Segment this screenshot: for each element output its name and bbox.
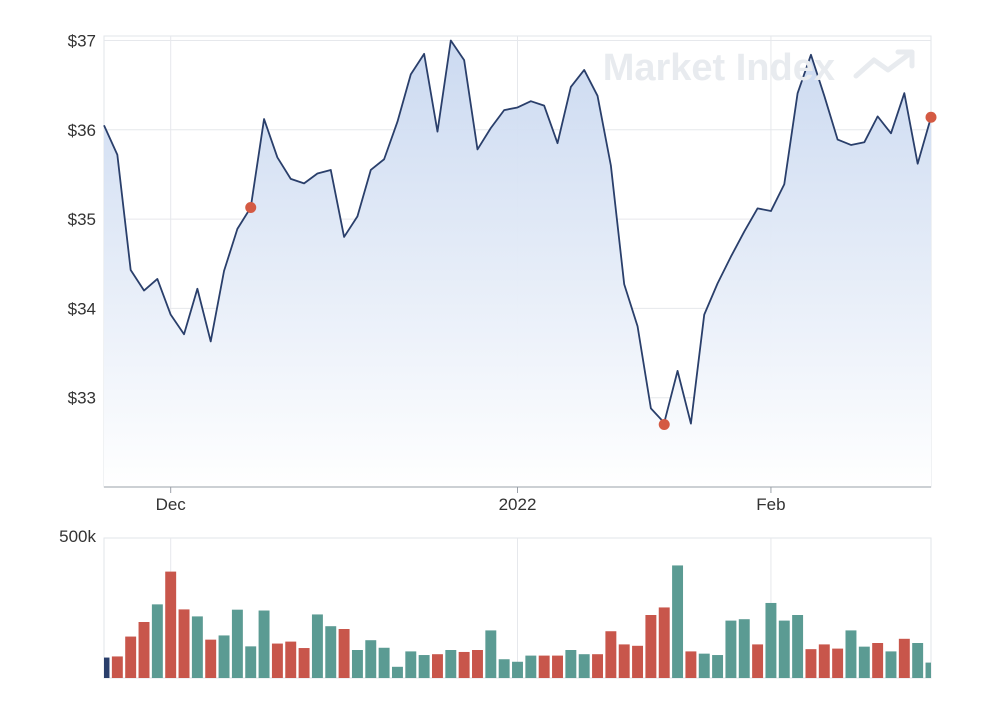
price-y-tick-label: $37 (68, 31, 96, 50)
volume-bar (338, 629, 350, 678)
volume-axes: 500k (59, 527, 96, 546)
volume-bar (512, 661, 523, 678)
volume-bar (538, 655, 550, 678)
volume-bar (632, 645, 644, 678)
volume-bar (125, 636, 137, 678)
price-marker (925, 111, 937, 123)
watermark-trend-icon (853, 49, 915, 79)
volume-bar (365, 640, 377, 678)
volume-bar (552, 655, 563, 678)
volume-bar (285, 641, 297, 678)
price-area (103, 39, 932, 487)
volume-bar (725, 620, 737, 678)
volume-bar (325, 626, 337, 678)
volume-bar (391, 666, 403, 678)
volume-bar (605, 631, 617, 678)
volume-bar (672, 565, 684, 678)
volume-bar (418, 655, 430, 678)
volume-bar (205, 639, 217, 678)
volume-bar (912, 643, 924, 678)
volume-bar (618, 644, 630, 678)
price-x-tick-label: 2022 (499, 495, 537, 514)
volume-bar (765, 602, 777, 678)
volume-y-tick-label: 500k (59, 527, 96, 546)
volume-bar (712, 655, 724, 678)
volume-bar (792, 615, 804, 678)
volume-bar (245, 646, 257, 678)
watermark: Market Index (603, 47, 915, 89)
volume-bar (138, 622, 150, 678)
volume-bar (498, 659, 510, 678)
volume-bar (378, 647, 390, 678)
volume-bar (472, 650, 483, 678)
volume-bar (191, 616, 203, 678)
price-markers (245, 111, 937, 430)
price-marker (658, 418, 670, 430)
volume-bar (178, 609, 190, 678)
volume-bar (578, 654, 590, 678)
price-x-tick-label: Feb (756, 495, 785, 514)
volume-bar (445, 650, 457, 678)
volume-bar (898, 638, 910, 678)
price-x-tick-label: Dec (156, 495, 187, 514)
price-line (103, 39, 932, 425)
price-y-tick-label: $33 (68, 389, 96, 408)
volume-bar (698, 653, 710, 678)
volume-bar (858, 646, 870, 678)
volume-bar (104, 657, 110, 678)
volume-bar (231, 609, 243, 678)
watermark-text: Market Index (603, 47, 835, 89)
volume-bar (565, 650, 577, 678)
volume-bar (885, 651, 897, 678)
volume-bar (298, 648, 310, 678)
price-axes: $37 $36 $35 $34 $33 Dec 2022 Feb (68, 31, 931, 514)
volume-bar (818, 644, 830, 678)
volume-bar (832, 648, 844, 678)
volume-bar (431, 654, 443, 678)
volume-bar (805, 649, 817, 678)
price-y-tick-label: $36 (68, 121, 96, 140)
volume-bar (872, 643, 884, 678)
price-area-fill (104, 40, 931, 487)
volume-bar (752, 644, 764, 678)
price-y-tick-label: $35 (68, 210, 96, 229)
volume-bar (485, 630, 497, 678)
volume-bar (405, 651, 417, 678)
volume-bars (104, 565, 931, 678)
volume-bar (165, 571, 177, 678)
volume-bar (458, 651, 470, 678)
volume-bar (925, 662, 931, 678)
volume-bar (525, 655, 537, 678)
volume-bar (271, 643, 283, 678)
volume-bar (645, 615, 657, 678)
volume-bar (311, 614, 323, 678)
price-marker (245, 201, 257, 213)
volume-bar (258, 610, 270, 678)
volume-bar (592, 654, 604, 678)
volume-bar (218, 635, 230, 678)
volume-bar (845, 630, 857, 678)
volume-bar (658, 607, 670, 678)
volume-bar (111, 656, 123, 678)
volume-bar (151, 604, 163, 678)
volume-bar (778, 620, 790, 678)
volume-bar (738, 619, 750, 678)
volume-bar (685, 651, 697, 678)
volume-bar (351, 650, 363, 678)
price-y-tick-label: $34 (68, 299, 96, 318)
